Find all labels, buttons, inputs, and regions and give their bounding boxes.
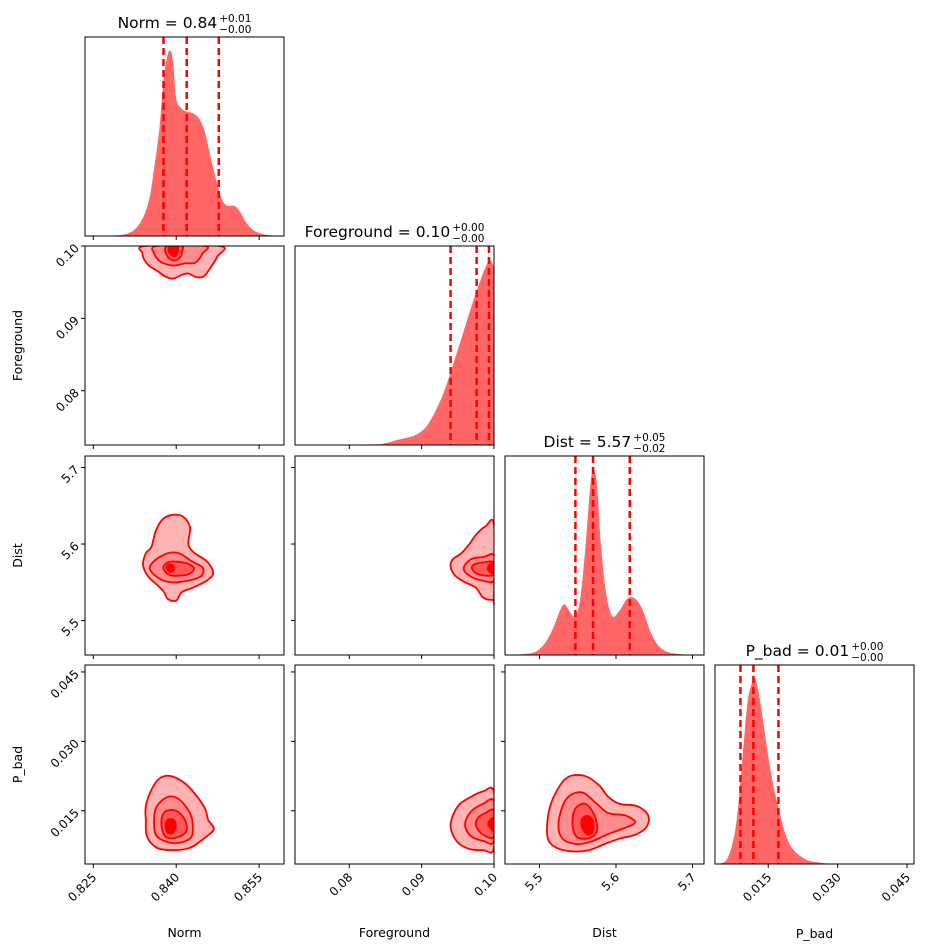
contour-panel-dist-vs-p-bad: [546, 774, 650, 853]
contour-panel-norm-vs-dist: [142, 513, 215, 603]
y-axis-label-p-bad: P_bad: [10, 746, 25, 783]
x-tick-label: 0.015: [740, 870, 774, 904]
y-tick-label: 0.10: [53, 241, 82, 270]
marginal-panel-p-bad: [715, 665, 914, 864]
y-tick-label: 0.09: [53, 313, 82, 342]
x-tick-label: 5.6: [599, 870, 622, 893]
marginal-density-p-bad: [715, 678, 914, 864]
title-lower-error: −0.00: [452, 233, 484, 245]
marginal-density-norm: [85, 50, 284, 236]
y-tick-label: 5.7: [59, 463, 82, 486]
panel-frame-3-1: [294, 664, 495, 865]
contour-panel-foreground-vs-p-bad: [449, 786, 494, 854]
marginal-title-foreground: Foreground = 0.10 +0.00−0.00: [305, 222, 485, 245]
panel-frame-1-0: [84, 245, 285, 446]
marginal-title-p-bad: P_bad = 0.01 +0.00−0.00: [746, 641, 884, 664]
x-tick-label: 0.855: [231, 870, 265, 904]
panel-frame-3-2: [504, 664, 705, 865]
title-lower-error: −0.02: [633, 443, 665, 455]
x-tick-label: 0.840: [148, 870, 182, 904]
x-tick-label: 0.030: [810, 870, 844, 904]
marginal-panel-norm: [85, 37, 284, 236]
panel-frame-3-0: [84, 664, 285, 865]
contour-panel-foreground-vs-dist: [449, 518, 494, 605]
x-tick-label: 0.825: [65, 870, 99, 904]
y-axis-label-dist: Dist: [10, 543, 25, 568]
title-lower-error: −0.00: [219, 24, 251, 36]
panel-frame-0-0: [84, 36, 285, 237]
y-tick-label: 0.08: [53, 386, 82, 415]
title-upper-error: +0.00: [452, 222, 484, 234]
marginal-title-dist: Dist = 5.57 +0.05−0.02: [544, 432, 666, 455]
title-text: Dist = 5.57: [544, 433, 632, 451]
contour-level-4: [164, 818, 177, 835]
marginal-title-norm: Norm = 0.84 +0.01−0.00: [118, 13, 252, 36]
marginal-density-dist: [505, 469, 704, 655]
title-upper-error: +0.00: [851, 641, 883, 653]
panel-frame-2-1: [294, 455, 495, 656]
y-tick-label: 0.015: [48, 806, 82, 840]
y-tick-label: 0.030: [48, 736, 82, 770]
x-axis-label-foreground: Foreground: [359, 925, 430, 940]
panel-frame-2-0: [84, 455, 285, 656]
x-tick-label: 5.7: [675, 870, 698, 893]
title-lower-error: −0.00: [851, 652, 883, 664]
y-tick-label: 5.5: [59, 616, 82, 639]
x-axis-label-norm: Norm: [167, 925, 201, 940]
contour-level-4: [165, 563, 176, 573]
x-tick-label: 0.10: [471, 870, 500, 899]
marginal-panel-dist: [505, 456, 704, 655]
title-text: Foreground = 0.10: [305, 223, 451, 241]
y-tick-label: 0.045: [48, 667, 82, 701]
x-tick-label: 0.08: [327, 870, 356, 899]
x-axis-label-dist: Dist: [592, 925, 617, 940]
marginal-panel-foreground: [295, 246, 494, 445]
title-text: Norm = 0.84: [118, 14, 218, 32]
x-tick-label: 0.09: [399, 870, 428, 899]
marginal-density-foreground: [295, 259, 494, 445]
panel-frame-3-3: [714, 664, 915, 865]
x-tick-label: 0.045: [879, 870, 913, 904]
panel-frame-1-1: [294, 245, 495, 446]
title-text: P_bad = 0.01: [746, 642, 850, 661]
contour-level-4: [167, 246, 180, 257]
y-axis-label-foreground: Foreground: [10, 310, 25, 381]
contour-panel-norm-vs-foreground: [138, 246, 226, 280]
title-upper-error: +0.01: [219, 13, 251, 25]
contour-level-4: [487, 816, 494, 833]
contour-panel-norm-vs-p-bad: [144, 774, 215, 852]
contour-level-3: [474, 808, 494, 839]
y-tick-label: 5.6: [59, 539, 82, 562]
x-tick-label: 5.5: [522, 870, 545, 893]
panel-frame-2-2: [504, 455, 705, 656]
contour-level-4: [580, 814, 595, 836]
x-axis-label-p-bad: P_bad: [796, 926, 833, 941]
title-upper-error: +0.05: [633, 432, 665, 444]
